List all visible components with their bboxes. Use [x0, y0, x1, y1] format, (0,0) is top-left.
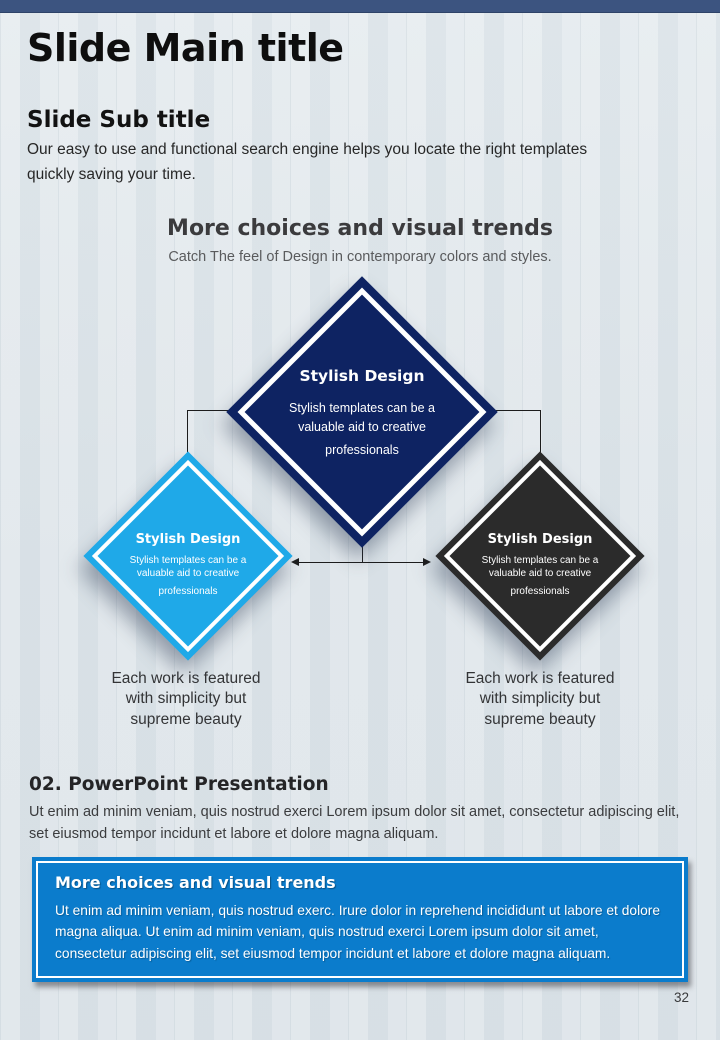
- diamond-node-left: Stylish Design Stylish templates can be …: [83, 451, 293, 661]
- arrow-left-icon: [291, 558, 299, 566]
- sub-title: Slide Sub title: [27, 107, 211, 133]
- caption-left-text: Each work is featured with simplicity bu…: [111, 670, 261, 728]
- callout-box: More choices and visual trends Ut enim a…: [32, 857, 688, 983]
- callout-inner-frame: More choices and visual trends Ut enim a…: [36, 861, 684, 979]
- connector-middle-horizontal: [298, 562, 424, 563]
- diamond-body-line2: professionals: [510, 585, 570, 597]
- diamond-text: Stylish Design Stylish templates can be …: [227, 277, 497, 547]
- diamond-node-right: Stylish Design Stylish templates can be …: [435, 451, 645, 661]
- section-heading: 02. PowerPoint Presentation: [29, 774, 329, 795]
- intro-paragraph: Our easy to use and functional search en…: [27, 141, 588, 183]
- diamond-node-top: Stylish Design Stylish templates can be …: [226, 276, 498, 548]
- diamond-body-line2: professionals: [158, 585, 218, 597]
- caption-right: Each work is featured with simplicity bu…: [430, 669, 650, 730]
- diamond-title: Stylish Design: [487, 531, 593, 547]
- connector-left-vertical: [187, 410, 188, 454]
- page-number: 32: [674, 990, 690, 1005]
- callout-heading: More choices and visual trends: [55, 873, 336, 892]
- diamond-body: Stylish templates can be a valuable aid …: [289, 401, 435, 434]
- caption-right-text: Each work is featured with simplicity bu…: [465, 670, 615, 728]
- page-title: Slide Main title: [27, 26, 344, 70]
- connector-right-vertical: [540, 410, 541, 454]
- diamond-body: Stylish templates can be a valuable aid …: [481, 554, 599, 579]
- diagram-heading: More choices and visual trends: [167, 216, 553, 241]
- caption-left: Each work is featured with simplicity bu…: [76, 669, 296, 730]
- top-accent-bar: [0, 0, 720, 13]
- callout-body: Ut enim ad minim veniam, quis nostrud ex…: [55, 903, 661, 961]
- connector-left-horizontal: [187, 410, 265, 411]
- diamond-body: Stylish templates can be a valuable aid …: [129, 554, 247, 579]
- connector-right-horizontal: [476, 410, 541, 411]
- diamond-text: Stylish Design Stylish templates can be …: [83, 451, 293, 661]
- diamond-text: Stylish Design Stylish templates can be …: [435, 451, 645, 661]
- diamond-title: Stylish Design: [299, 367, 425, 386]
- section-paragraph: Ut enim ad minim veniam, quis nostrud ex…: [29, 804, 680, 843]
- diamond-title: Stylish Design: [135, 531, 241, 547]
- arrow-right-icon: [423, 558, 431, 566]
- diagram-subheading: Catch The feel of Design in contemporary…: [168, 249, 552, 265]
- connector-middle-vertical: [362, 544, 363, 563]
- diamond-body-line2: professionals: [325, 442, 399, 457]
